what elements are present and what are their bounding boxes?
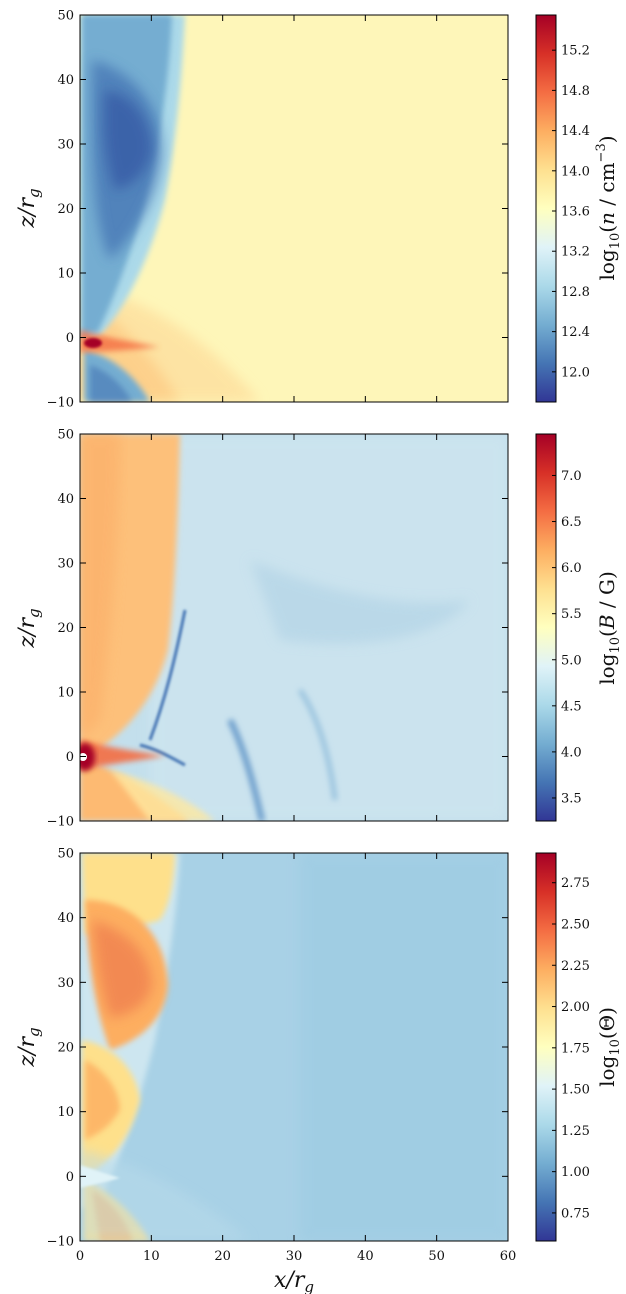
theta-colorbar-tick-label: 1.75 bbox=[561, 1041, 590, 1056]
density-ylabel: z/rg bbox=[15, 188, 43, 228]
theta-ytick-label: 20 bbox=[57, 1041, 74, 1056]
theta-xtick-label: 30 bbox=[286, 1249, 303, 1264]
bfield-colorbar-tick-label: 5.5 bbox=[561, 607, 582, 622]
density-colorbar-tick-label: 12.0 bbox=[561, 365, 590, 380]
density-colorbar-tick-label: 14.4 bbox=[561, 124, 590, 139]
bfield-colorbar-tick-label: 6.5 bbox=[561, 515, 582, 530]
theta-ytick-label: 0 bbox=[66, 1170, 74, 1185]
density-colorbar-tick-label: 13.2 bbox=[561, 245, 590, 260]
theta-colorbar-tick-label: 2.00 bbox=[561, 1000, 590, 1015]
density-colorbar-tick-label: 15.2 bbox=[561, 44, 590, 59]
theta-colorbar-tick-label: 1.00 bbox=[561, 1165, 590, 1180]
bfield-colorbar-tick-label: 6.0 bbox=[561, 561, 582, 576]
theta-ytick-label: 30 bbox=[57, 976, 74, 991]
density-ytick-label: 30 bbox=[57, 138, 74, 153]
bfield-ytick-label: −10 bbox=[47, 815, 74, 830]
theta-heatmap bbox=[80, 853, 508, 1241]
bfield-colorbar-tick-label: 4.5 bbox=[561, 699, 582, 714]
theta-ytick-label: 40 bbox=[57, 911, 74, 926]
bfield-ytick-label: 20 bbox=[57, 621, 74, 636]
density-colorbar-tick-label: 14.0 bbox=[561, 164, 590, 179]
bfield-ytick-label: 50 bbox=[57, 428, 74, 443]
theta-colorbar-tick-label: 1.25 bbox=[561, 1124, 590, 1139]
theta-colorbar-tick-label: 2.25 bbox=[561, 959, 590, 974]
density-colorbar-label: log10(n / cm−3) bbox=[594, 135, 623, 280]
bfield-ytick-label: 0 bbox=[66, 750, 74, 765]
theta-colorbar bbox=[535, 852, 557, 1242]
density-colorbar-tick-label: 12.8 bbox=[561, 285, 590, 300]
bfield-ylabel: z/rg bbox=[15, 608, 43, 648]
theta-ytick-label: −10 bbox=[47, 1235, 74, 1250]
theta-ytick-label: 10 bbox=[57, 1105, 74, 1120]
theta-colorbar-tick-label: 1.50 bbox=[561, 1083, 590, 1098]
theta-colorbar-label: log10(Θ) bbox=[595, 1007, 623, 1087]
bfield-colorbar-label: log10(B / G) bbox=[595, 571, 623, 685]
theta-xtick-label: 50 bbox=[428, 1249, 445, 1264]
bfield-ytick-label: 40 bbox=[57, 492, 74, 507]
density-colorbar-tick-label: 12.4 bbox=[561, 325, 590, 340]
density-ytick-label: 40 bbox=[57, 73, 74, 88]
theta-xtick-label: 40 bbox=[357, 1249, 374, 1264]
theta-colorbar-tick-label: 0.75 bbox=[561, 1206, 590, 1221]
theta-xlabel: x/rg bbox=[274, 1268, 314, 1294]
panel-density: −10 0 10 20 30 40 50 z/rg 12.0 12.4 12.8 13.2 13.6… bbox=[15, 9, 623, 411]
density-ytick-label: 10 bbox=[57, 267, 74, 282]
theta-ytick-label: 50 bbox=[57, 847, 74, 862]
density-ytick-label: 20 bbox=[57, 202, 74, 217]
theta-xtick-label: 60 bbox=[500, 1249, 517, 1264]
theta-colorbar-tick-label: 2.75 bbox=[561, 876, 590, 891]
bfield-colorbar-tick-label: 3.5 bbox=[561, 791, 582, 806]
bfield-heatmap bbox=[80, 434, 508, 821]
density-colorbar-tick-label: 13.6 bbox=[561, 205, 590, 220]
bfield-colorbar bbox=[535, 433, 557, 822]
density-heatmap bbox=[80, 15, 508, 402]
bfield-ytick-label: 30 bbox=[57, 557, 74, 572]
bfield-colorbar-tick-label: 7.0 bbox=[561, 469, 582, 484]
density-colorbar bbox=[535, 14, 557, 403]
theta-xtick-label: 20 bbox=[214, 1249, 231, 1264]
theta-xtick-label: 0 bbox=[76, 1249, 84, 1264]
bfield-ytick-label: 10 bbox=[57, 686, 74, 701]
density-colorbar-tick-label: 14.8 bbox=[561, 84, 590, 99]
theta-colorbar-tick-label: 2.50 bbox=[561, 917, 590, 932]
bfield-colorbar-tick-label: 4.0 bbox=[561, 745, 582, 760]
density-ytick-label: 50 bbox=[57, 9, 74, 24]
bfield-colorbar-tick-label: 5.0 bbox=[561, 653, 582, 668]
theta-xtick-label: 10 bbox=[143, 1249, 160, 1264]
theta-ylabel: z/rg bbox=[15, 1027, 43, 1067]
density-ytick-label: −10 bbox=[47, 396, 74, 411]
panel-bfield: −10 0 10 20 30 40 50 z/rg 3.5 4.0 4.5 5.0 5.5 6.0 6.… bbox=[15, 428, 623, 830]
density-ytick-label: 0 bbox=[66, 331, 74, 346]
